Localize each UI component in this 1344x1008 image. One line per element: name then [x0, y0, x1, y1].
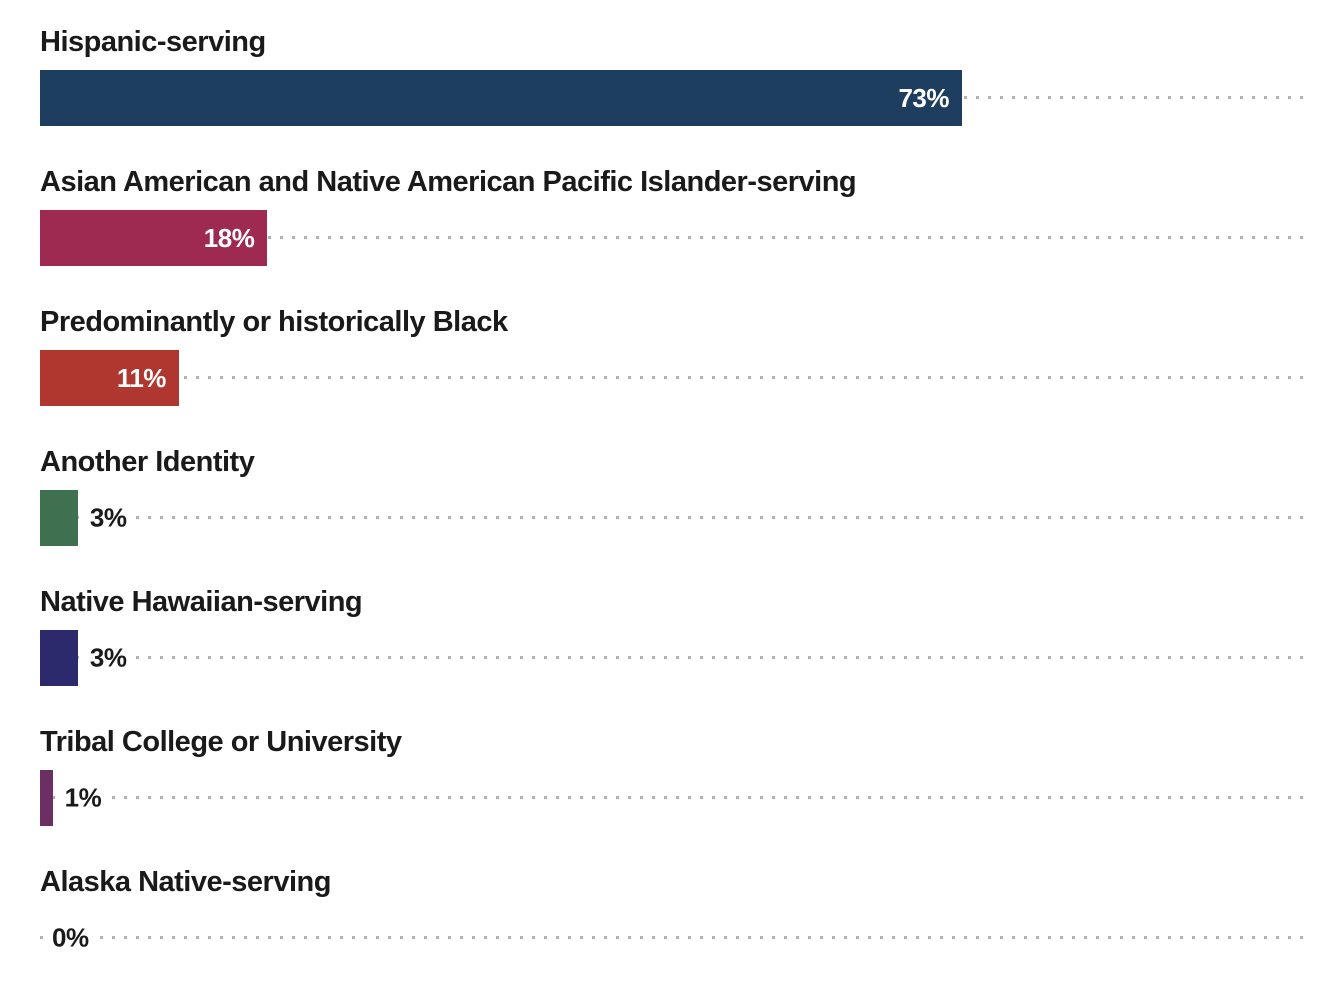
- bar: [40, 770, 53, 826]
- dotted-reference-line: [40, 236, 1303, 239]
- bar-track: 3%: [40, 630, 1303, 686]
- dotted-reference-line: [40, 936, 1303, 939]
- bar: 73%: [40, 70, 962, 126]
- bar-track: 1%: [40, 770, 1303, 826]
- value-label: 18%: [203, 222, 255, 253]
- bar-track: 18%: [40, 210, 1303, 266]
- category-label: Another Identity: [40, 446, 255, 478]
- value-label: 3%: [85, 500, 131, 536]
- value-label: 0%: [48, 920, 93, 956]
- bar-track: 0%: [40, 910, 1303, 966]
- dotted-reference-line: [40, 656, 1303, 659]
- category-label: Hispanic-serving: [40, 26, 266, 58]
- category-label: Native Hawaiian-serving: [40, 586, 363, 618]
- bar-row-hispanic-serving: Hispanic-serving 73%: [40, 24, 1303, 126]
- dotted-reference-line: [40, 516, 1303, 519]
- bar-chart: Hispanic-serving 73% Asian American and …: [40, 24, 1303, 966]
- category-label: Tribal College or University: [40, 726, 402, 758]
- category-label: Alaska Native-serving: [40, 866, 331, 898]
- value-label: 73%: [898, 82, 949, 113]
- bar-row-native-hawaiian-serving: Native Hawaiian-serving 3%: [40, 584, 1303, 686]
- bar: [40, 630, 78, 686]
- dotted-reference-line: [40, 796, 1303, 799]
- bar-row-predominantly-black: Predominantly or historically Black 11%: [40, 304, 1303, 406]
- bar-track: 73%: [40, 70, 1303, 126]
- bar-row-aanapi-serving: Asian American and Native American Pacif…: [40, 164, 1303, 266]
- bar-row-alaska-native-serving: Alaska Native-serving 0%: [40, 864, 1303, 966]
- bar-track: 11%: [40, 350, 1303, 406]
- value-label: 1%: [60, 780, 106, 816]
- category-label: Asian American and Native American Pacif…: [40, 166, 857, 198]
- bar: 11%: [40, 350, 179, 406]
- bar: 18%: [40, 210, 268, 266]
- bar-row-tribal-college: Tribal College or University 1%: [40, 724, 1303, 826]
- bar-track: 3%: [40, 490, 1303, 546]
- bar-row-another-identity: Another Identity 3%: [40, 444, 1303, 546]
- value-label: 3%: [85, 640, 131, 676]
- category-label: Predominantly or historically Black: [40, 306, 508, 338]
- value-label: 11%: [116, 362, 167, 393]
- bar: [40, 490, 78, 546]
- dotted-reference-line: [40, 376, 1303, 379]
